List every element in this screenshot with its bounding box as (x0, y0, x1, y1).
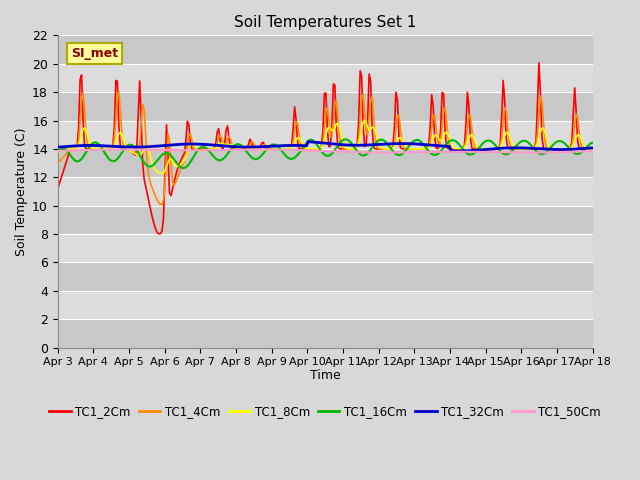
TC1_2Cm (233, 146, 241, 152)
TC1_2Cm (589, 146, 596, 152)
TC1_16Cm (54, 147, 61, 153)
TC1_8Cm (289, 143, 297, 149)
TC1_4Cm (121, 146, 129, 152)
Line: TC1_2Cm: TC1_2Cm (58, 63, 593, 234)
Y-axis label: Soil Temperature (C): Soil Temperature (C) (15, 127, 28, 256)
TC1_2Cm (242, 146, 250, 152)
Bar (58, 319, 593, 348)
TC1_16Cm (179, 165, 187, 171)
TC1_32Cm (54, 144, 61, 150)
Text: SI_met: SI_met (71, 47, 118, 60)
TC1_50Cm (213, 147, 221, 153)
Bar (58, 263, 593, 291)
TC1_2Cm (289, 125, 297, 131)
TC1_8Cm (589, 146, 596, 152)
Line: TC1_4Cm: TC1_4Cm (58, 91, 593, 204)
TC1_2Cm (120, 146, 127, 152)
TC1_8Cm (54, 149, 61, 155)
TC1_50Cm (231, 147, 239, 153)
Line: TC1_16Cm: TC1_16Cm (58, 139, 593, 168)
TC1_50Cm (562, 149, 570, 155)
TC1_16Cm (589, 140, 596, 145)
TC1_32Cm (240, 144, 248, 150)
TC1_4Cm (589, 146, 596, 152)
TC1_4Cm (243, 145, 251, 151)
TC1_8Cm (242, 146, 250, 152)
TC1_4Cm (115, 88, 123, 94)
TC1_16Cm (120, 148, 127, 154)
TC1_32Cm (454, 148, 462, 154)
TC1_50Cm (261, 146, 269, 152)
TC1_32Cm (562, 146, 570, 152)
TC1_8Cm (361, 117, 369, 123)
TC1_8Cm (233, 145, 241, 151)
Bar (58, 291, 593, 319)
Line: TC1_32Cm: TC1_32Cm (58, 142, 593, 151)
Bar (58, 149, 593, 177)
TC1_2Cm (215, 126, 223, 132)
TC1_4Cm (216, 132, 224, 138)
TC1_8Cm (215, 143, 223, 148)
TC1_32Cm (213, 143, 221, 148)
X-axis label: Time: Time (310, 369, 340, 382)
Bar (58, 177, 593, 205)
TC1_16Cm (289, 156, 297, 161)
TC1_32Cm (304, 139, 312, 144)
TC1_4Cm (54, 160, 61, 166)
TC1_4Cm (158, 202, 166, 207)
Bar (58, 234, 593, 263)
TC1_16Cm (562, 142, 570, 147)
TC1_16Cm (215, 157, 223, 163)
TC1_16Cm (342, 136, 349, 142)
TC1_16Cm (242, 147, 250, 153)
TC1_2Cm (562, 146, 570, 152)
Title: Soil Temperatures Set 1: Soil Temperatures Set 1 (234, 15, 417, 30)
TC1_8Cm (562, 146, 570, 152)
TC1_8Cm (120, 136, 127, 142)
Bar (58, 205, 593, 234)
TC1_50Cm (120, 147, 127, 153)
TC1_50Cm (289, 147, 297, 153)
Bar (58, 36, 593, 64)
Line: TC1_50Cm: TC1_50Cm (58, 149, 593, 153)
TC1_32Cm (288, 143, 296, 148)
TC1_32Cm (589, 145, 596, 151)
TC1_2Cm (54, 186, 61, 192)
TC1_2Cm (156, 231, 163, 237)
TC1_16Cm (233, 142, 241, 147)
Line: TC1_8Cm: TC1_8Cm (58, 120, 593, 173)
Bar (58, 120, 593, 149)
TC1_4Cm (291, 128, 298, 133)
TC1_50Cm (381, 150, 389, 156)
Legend: TC1_2Cm, TC1_4Cm, TC1_8Cm, TC1_16Cm, TC1_32Cm, TC1_50Cm: TC1_2Cm, TC1_4Cm, TC1_8Cm, TC1_16Cm, TC1… (45, 400, 605, 423)
TC1_2Cm (535, 60, 543, 66)
TC1_4Cm (562, 146, 570, 152)
TC1_8Cm (158, 170, 166, 176)
Bar (58, 64, 593, 92)
TC1_32Cm (231, 144, 239, 150)
TC1_32Cm (120, 144, 127, 150)
TC1_4Cm (234, 146, 242, 152)
TC1_50Cm (589, 148, 596, 154)
TC1_50Cm (240, 147, 248, 153)
Bar (58, 92, 593, 120)
TC1_50Cm (54, 148, 61, 154)
